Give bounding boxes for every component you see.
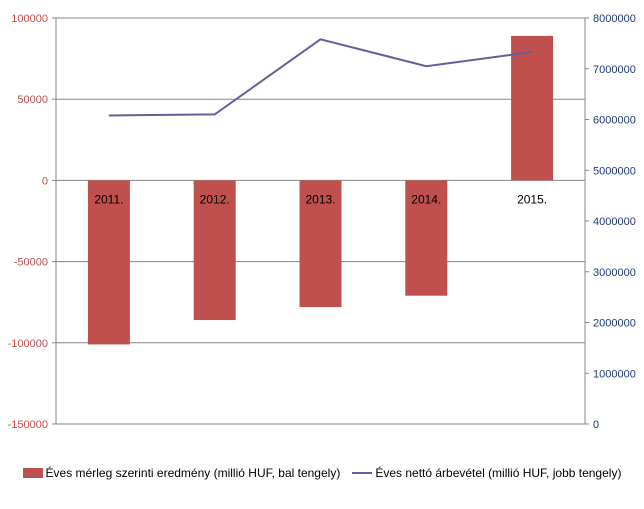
bar-series bbox=[87, 35, 554, 345]
right-tick-label: 6000000 bbox=[593, 115, 636, 127]
bar bbox=[193, 180, 236, 321]
category-label: 2014. bbox=[411, 192, 441, 206]
category-label: 2012. bbox=[200, 192, 230, 206]
left-tick-label: 50000 bbox=[17, 94, 48, 106]
legend-item-line: Éves nettó árbevétel (millió HUF, jobb t… bbox=[352, 466, 621, 480]
left-tick-label: 100000 bbox=[11, 13, 48, 25]
legend-line-label: Éves nettó árbevétel (millió HUF, jobb t… bbox=[375, 466, 622, 480]
left-tick-label: 0 bbox=[42, 175, 48, 187]
right-axis: 8000000 7000000 6000000 5000000 4000000 30000… bbox=[593, 13, 636, 431]
bar bbox=[405, 180, 448, 296]
bar bbox=[511, 35, 554, 181]
legend-bar-label: Éves mérleg szerinti eredmény (millió HU… bbox=[45, 466, 341, 480]
left-axis: 100000 50000 0 -50000 -100000 -150000 bbox=[8, 13, 48, 431]
right-tick-label: 7000000 bbox=[593, 64, 636, 76]
right-tick-label: 4000000 bbox=[593, 216, 636, 228]
combo-chart: 2011. 2012. 2013. 2014. 2015. 100000 50000 0 -5… bbox=[8, 13, 636, 431]
left-tick-label: -150000 bbox=[8, 419, 48, 431]
left-tick-label: -50000 bbox=[14, 257, 48, 269]
right-tick-label: 8000000 bbox=[593, 13, 636, 25]
legend-bar-swatch bbox=[22, 468, 43, 478]
line-series bbox=[108, 38, 533, 117]
left-tick-label: -100000 bbox=[8, 338, 48, 350]
bar bbox=[299, 180, 342, 308]
right-tick-label: 3000000 bbox=[593, 267, 636, 279]
category-label: 2011. bbox=[94, 192, 123, 206]
right-tick-label: 2000000 bbox=[593, 318, 636, 330]
right-tick-label: 1000000 bbox=[593, 368, 636, 380]
line-path bbox=[108, 38, 533, 117]
legend-item-bar: Éves mérleg szerinti eredmény (millió HU… bbox=[22, 466, 341, 480]
gridlines bbox=[52, 17, 589, 425]
legend-line-swatch bbox=[352, 472, 373, 474]
legend: Éves mérleg szerinti eredmény (millió HU… bbox=[0, 462, 644, 484]
category-label: 2015. bbox=[517, 192, 547, 206]
right-tick-label: 0 bbox=[593, 419, 599, 431]
category-label: 2013. bbox=[305, 192, 335, 206]
bar bbox=[87, 180, 130, 345]
category-labels: 2011. 2012. 2013. 2014. 2015. bbox=[94, 192, 547, 206]
right-tick-label: 5000000 bbox=[593, 165, 636, 177]
